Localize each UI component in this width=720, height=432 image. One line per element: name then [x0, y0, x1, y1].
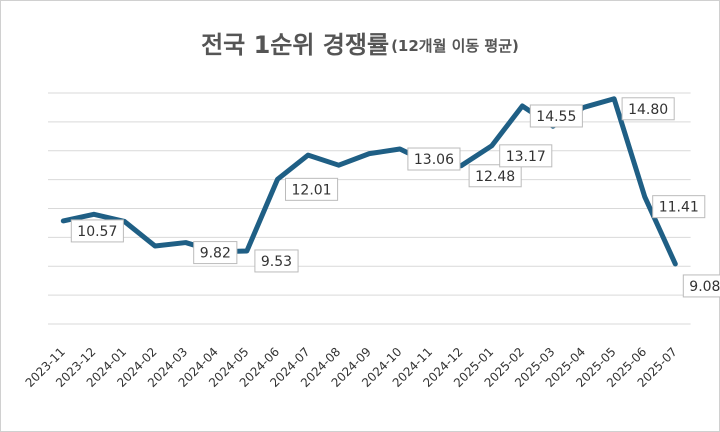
data-label: 9.53 [254, 249, 299, 273]
data-label-text: 13.06 [414, 152, 454, 168]
data-label-box [254, 249, 299, 273]
data-label-text: 9.08 [689, 279, 720, 295]
data-label-text: 14.80 [628, 102, 668, 118]
data-label-box [285, 177, 339, 201]
data-label-text: 12.48 [475, 169, 515, 185]
title-sub: (12개월 이동 평균) [391, 37, 519, 55]
data-label-text: 9.82 [200, 246, 231, 262]
data-label-box [193, 241, 238, 265]
data-label-text: 10.57 [77, 224, 117, 240]
data-label-box [682, 274, 720, 298]
data-label-box [468, 164, 522, 188]
data-label-text: 9.53 [261, 254, 292, 270]
data-label-box [70, 219, 124, 243]
data-label: 9.08 [682, 274, 720, 298]
data-label-text: 14.55 [536, 109, 576, 125]
chart-title: 전국 1순위 경쟁률 (12개월 이동 평균) [201, 31, 519, 59]
data-label: 10.57 [70, 219, 124, 243]
title-main: 전국 1순위 경쟁률 [201, 31, 389, 59]
data-label: 12.48 [468, 164, 522, 188]
data-label: 14.55 [529, 104, 583, 128]
data-label-text: 13.17 [506, 149, 546, 165]
data-label-box [407, 147, 461, 171]
data-label: 13.17 [499, 144, 553, 168]
data-label-box [529, 104, 583, 128]
data-label: 11.41 [652, 195, 706, 219]
data-label-text: 11.41 [659, 200, 699, 216]
data-label-box [652, 195, 706, 219]
data-label: 14.80 [621, 97, 675, 121]
data-label: 13.06 [407, 147, 461, 171]
data-label-box [621, 97, 675, 121]
data-label-box [499, 144, 553, 168]
data-label: 12.01 [285, 177, 339, 201]
data-label-text: 12.01 [292, 182, 332, 198]
data-label: 9.82 [193, 241, 238, 265]
